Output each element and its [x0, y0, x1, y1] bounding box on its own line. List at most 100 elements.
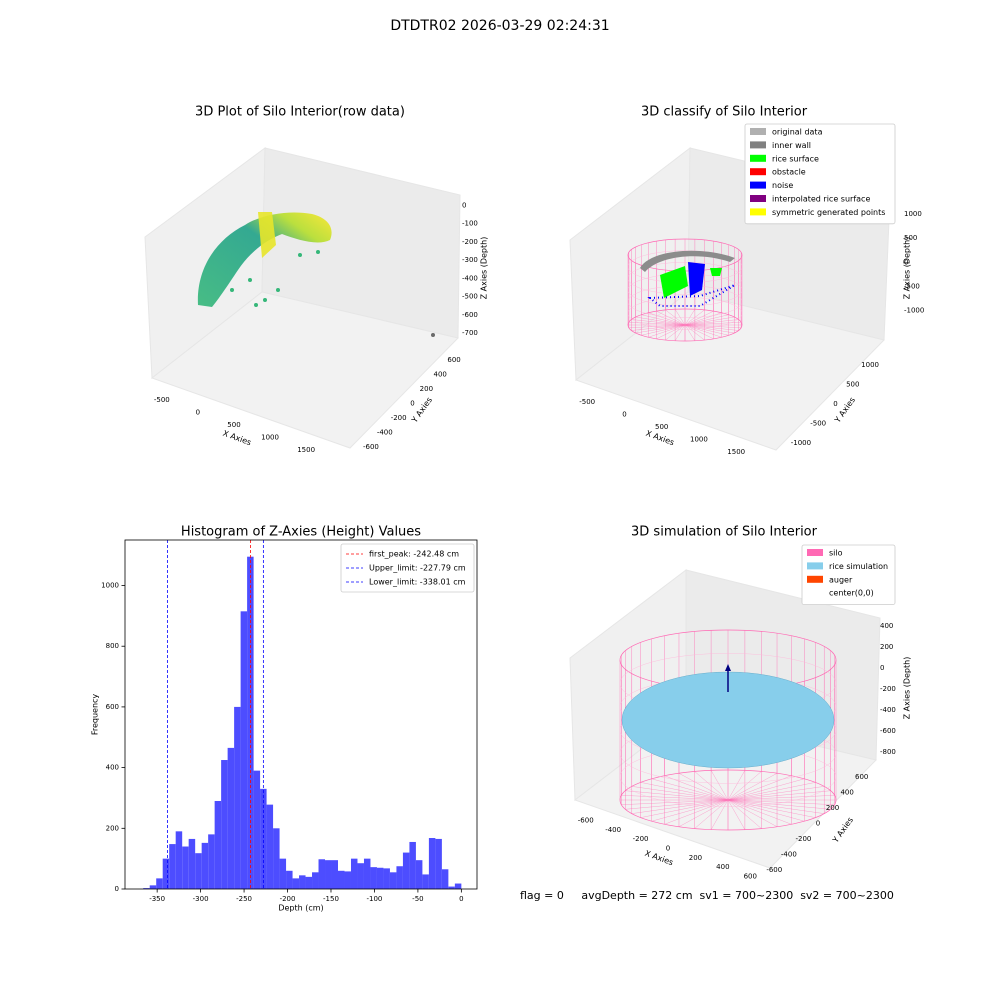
x-tick-label: -600 — [578, 817, 594, 825]
bar — [448, 886, 455, 889]
y-tick-label: -1000 — [791, 439, 811, 447]
silo-spoke — [727, 799, 835, 805]
z-axis-label: Z Axies (Depth) — [480, 237, 489, 300]
legend-swatch — [750, 168, 766, 176]
silo-spoke — [727, 786, 825, 801]
silo-spoke — [727, 799, 778, 827]
z-tick-label: -500 — [462, 293, 478, 301]
silo-spoke — [727, 799, 816, 818]
bar — [409, 841, 416, 889]
bar — [370, 867, 377, 889]
silo-spoke — [710, 770, 729, 801]
bar — [182, 846, 189, 889]
silo-spoke — [656, 311, 686, 326]
subplot-title: 3D simulation of Silo Interior — [631, 525, 818, 540]
silo-spoke — [641, 324, 686, 336]
legend-label: Upper_limit: -227.79 cm — [369, 564, 466, 573]
y-tick-label: 400 — [434, 371, 447, 379]
silo-spoke — [684, 319, 739, 326]
silo-spoke — [710, 799, 729, 830]
bar — [214, 800, 222, 889]
silo-spoke — [648, 324, 686, 338]
bar — [227, 747, 235, 889]
y-tick-label: 400 — [106, 764, 119, 772]
x-tick-label: 1000 — [261, 433, 279, 441]
bar — [312, 872, 319, 889]
silo-spoke — [684, 312, 722, 326]
x-tick-label: 500 — [227, 421, 240, 429]
rice-surface — [660, 266, 688, 298]
silo-spoke — [727, 778, 805, 801]
bar — [350, 858, 358, 889]
bar — [337, 870, 345, 889]
z-tick-label: -100 — [462, 220, 478, 228]
noise — [688, 262, 705, 296]
bar — [357, 863, 364, 889]
bar — [149, 885, 157, 889]
silo-spoke — [635, 316, 686, 326]
bar — [331, 860, 338, 889]
silo-spoke — [684, 309, 696, 326]
x-tick-label: 1500 — [297, 446, 315, 454]
y-tick-label: -600 — [363, 443, 379, 451]
legend-box — [801, 544, 896, 605]
x-tick-label: -100 — [366, 895, 382, 903]
bar — [208, 834, 215, 889]
silo-spoke — [727, 770, 746, 801]
x-tick-label: -250 — [236, 895, 252, 903]
y-tick-label: 200 — [106, 824, 119, 832]
legend-swatch — [750, 208, 766, 216]
silo-spoke — [628, 324, 686, 328]
silo-spoke — [631, 786, 729, 801]
point — [254, 303, 258, 307]
x-tick-label: 0 — [666, 845, 670, 853]
bar — [195, 853, 202, 889]
y-tick-label: -200 — [795, 835, 811, 843]
x-tick-label: -400 — [605, 826, 621, 834]
legend-label: Lower_limit: -338.01 cm — [369, 578, 466, 587]
classified-points — [640, 250, 736, 307]
silo-spoke — [635, 324, 686, 334]
bar — [376, 867, 384, 889]
bar — [201, 842, 209, 889]
z-tick-label: 0 — [904, 258, 908, 266]
y-tick-label: 1000 — [101, 582, 119, 590]
x-tick-label: 600 — [744, 872, 757, 880]
silo-spoke — [625, 790, 729, 801]
x-tick-label: 500 — [655, 423, 668, 431]
silo-spoke — [684, 316, 735, 326]
silo-spoke — [727, 795, 835, 801]
z-tick-label: -600 — [462, 311, 478, 319]
panes-1 — [144, 146, 461, 449]
legend-swatch — [750, 141, 766, 149]
bar — [286, 870, 293, 889]
x-tick-label: -150 — [323, 895, 339, 903]
z-tick-label: -200 — [462, 238, 478, 246]
y-tick-label: -500 — [810, 420, 826, 428]
bar — [221, 760, 228, 889]
x-tick-label: -50 — [412, 895, 423, 903]
silo-spoke — [684, 324, 696, 341]
x-tick-label: -500 — [154, 396, 170, 404]
y-tick-label: -600 — [766, 866, 782, 874]
silo-spoke — [684, 324, 714, 339]
point — [248, 278, 252, 282]
legend-box — [340, 543, 475, 593]
y-tick-label: 500 — [846, 380, 859, 388]
legend-label: original data — [772, 128, 823, 137]
legend-label: auger — [829, 575, 853, 584]
legend-swatch — [750, 195, 766, 202]
y-tick-label: 0 — [410, 400, 414, 408]
bar — [143, 888, 150, 889]
silo-spoke — [656, 324, 686, 339]
bar — [188, 838, 196, 889]
legend-label: silo — [829, 549, 843, 558]
bar — [454, 883, 462, 889]
silo-ring — [627, 262, 743, 295]
bar — [162, 858, 170, 889]
z-axis-label: Z Axies (Depth) — [903, 237, 912, 300]
bar — [435, 838, 442, 889]
x-tick-label: 0 — [459, 895, 463, 903]
legend-label: first_peak: -242.48 cm — [369, 550, 459, 559]
bar — [240, 611, 248, 889]
